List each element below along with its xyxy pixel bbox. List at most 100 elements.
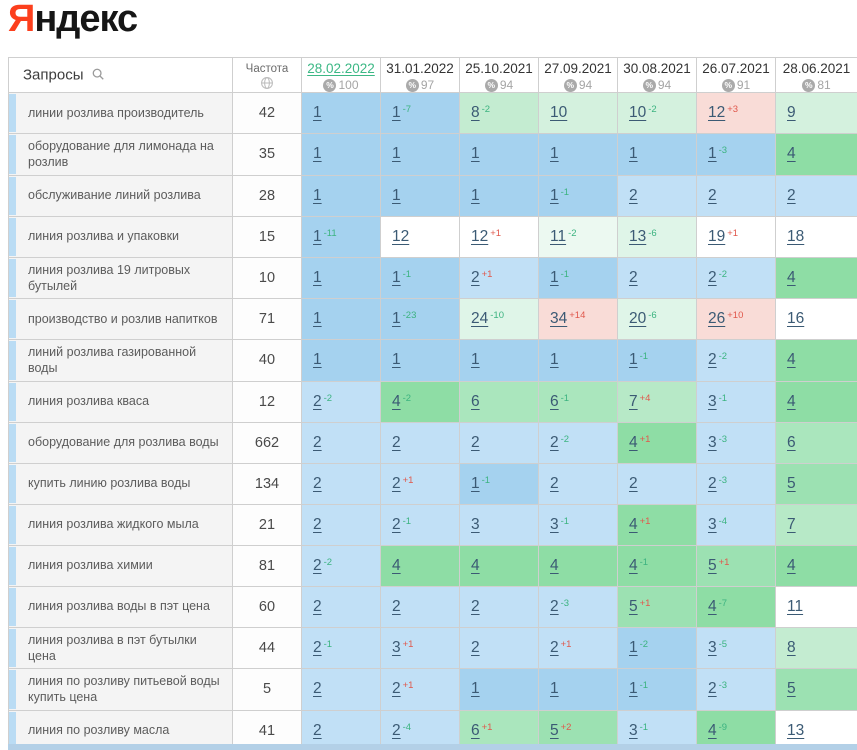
position-link[interactable]: 4 bbox=[787, 392, 796, 410]
position-link[interactable]: 4 bbox=[629, 515, 638, 533]
position-link[interactable]: 2 bbox=[471, 597, 480, 615]
query-cell[interactable]: производство и розлив напитков bbox=[8, 298, 233, 340]
position-link[interactable]: 1 bbox=[392, 310, 401, 327]
position-link[interactable]: 4 bbox=[471, 556, 480, 574]
position-link[interactable]: 4 bbox=[787, 268, 796, 286]
position-link[interactable]: 1 bbox=[471, 680, 480, 698]
position-link[interactable]: 9 bbox=[787, 104, 796, 121]
position-link[interactable]: 2 bbox=[392, 721, 401, 739]
position-link[interactable]: 1 bbox=[550, 351, 559, 369]
position-link[interactable]: 1 bbox=[550, 145, 559, 163]
position-link[interactable]: 6 bbox=[471, 392, 480, 410]
query-cell[interactable]: линия розлива жидкого мыла bbox=[8, 503, 233, 546]
position-link[interactable]: 1 bbox=[313, 227, 322, 245]
position-link[interactable]: 1 bbox=[313, 145, 322, 163]
position-link[interactable]: 2 bbox=[313, 721, 322, 739]
position-link[interactable]: 1 bbox=[392, 351, 401, 369]
position-link[interactable]: 1 bbox=[313, 351, 322, 369]
position-link[interactable]: 1 bbox=[313, 268, 322, 286]
position-link[interactable]: 2 bbox=[313, 392, 322, 410]
query-cell[interactable]: оборудование для лимонада на розлив bbox=[8, 133, 233, 176]
position-link[interactable]: 2 bbox=[471, 638, 480, 656]
position-link[interactable]: 7 bbox=[787, 515, 796, 533]
position-link[interactable]: 2 bbox=[550, 638, 559, 656]
position-link[interactable]: 1 bbox=[629, 680, 638, 698]
date-link[interactable]: 25.10.2021 bbox=[465, 61, 533, 77]
position-link[interactable]: 2 bbox=[708, 351, 717, 369]
position-link[interactable]: 4 bbox=[708, 721, 717, 739]
position-link[interactable]: 2 bbox=[471, 433, 480, 451]
position-link[interactable]: 2 bbox=[787, 186, 796, 204]
position-link[interactable]: 2 bbox=[313, 556, 322, 574]
query-cell[interactable]: линия розлива 19 литровых бутылей bbox=[8, 256, 233, 299]
position-link[interactable]: 3 bbox=[708, 515, 717, 533]
position-link[interactable]: 6 bbox=[471, 721, 480, 739]
position-link[interactable]: 1 bbox=[629, 145, 638, 163]
position-link[interactable]: 2 bbox=[629, 474, 638, 492]
position-link[interactable]: 10 bbox=[550, 104, 568, 121]
query-cell[interactable]: линия розлива воды в пэт цена bbox=[8, 585, 233, 628]
position-link[interactable]: 13 bbox=[787, 721, 805, 739]
position-link[interactable]: 4 bbox=[629, 556, 638, 574]
position-link[interactable]: 1 bbox=[629, 351, 638, 369]
date-link[interactable]: 31.01.2022 bbox=[386, 61, 454, 77]
position-link[interactable]: 12 bbox=[392, 227, 410, 245]
date-link[interactable]: 28.02.2022 bbox=[307, 61, 375, 77]
position-link[interactable]: 3 bbox=[708, 433, 717, 451]
position-link[interactable]: 2 bbox=[313, 474, 322, 492]
position-link[interactable]: 2 bbox=[550, 474, 559, 492]
search-icon[interactable] bbox=[91, 67, 105, 81]
position-link[interactable]: 26 bbox=[708, 310, 726, 327]
position-link[interactable]: 1 bbox=[629, 638, 638, 656]
position-link[interactable]: 1 bbox=[550, 268, 559, 286]
position-link[interactable]: 2 bbox=[629, 186, 638, 204]
position-link[interactable]: 18 bbox=[787, 227, 805, 245]
position-link[interactable]: 4 bbox=[629, 433, 638, 451]
query-cell[interactable]: купить линию розлива воды bbox=[8, 462, 233, 505]
position-link[interactable]: 1 bbox=[471, 145, 480, 163]
position-link[interactable]: 1 bbox=[471, 351, 480, 369]
position-link[interactable]: 5 bbox=[787, 474, 796, 492]
position-link[interactable]: 10 bbox=[629, 104, 647, 121]
position-link[interactable]: 2 bbox=[392, 515, 401, 533]
position-link[interactable]: 2 bbox=[313, 638, 322, 656]
position-link[interactable]: 4 bbox=[550, 556, 559, 574]
query-cell[interactable]: линий розлива газированной воды bbox=[8, 339, 233, 382]
position-link[interactable]: 2 bbox=[392, 433, 401, 451]
position-link[interactable]: 34 bbox=[550, 310, 568, 327]
position-link[interactable]: 2 bbox=[313, 680, 322, 698]
position-link[interactable]: 4 bbox=[708, 597, 717, 615]
position-link[interactable]: 7 bbox=[629, 392, 638, 410]
position-link[interactable]: 6 bbox=[550, 392, 559, 410]
position-link[interactable]: 2 bbox=[708, 268, 717, 286]
position-link[interactable]: 2 bbox=[392, 680, 401, 698]
position-link[interactable]: 5 bbox=[629, 597, 638, 615]
date-link[interactable]: 28.06.2021 bbox=[782, 61, 851, 77]
position-link[interactable]: 11 bbox=[550, 227, 567, 245]
position-link[interactable]: 3 bbox=[471, 515, 480, 533]
position-link[interactable]: 19 bbox=[708, 227, 726, 245]
position-link[interactable]: 1 bbox=[313, 186, 322, 204]
query-cell[interactable]: линия по розливу питьевой воды купить це… bbox=[8, 668, 233, 711]
position-link[interactable]: 2 bbox=[392, 597, 401, 615]
position-link[interactable]: 2 bbox=[708, 186, 717, 204]
position-link[interactable]: 3 bbox=[550, 515, 559, 533]
position-link[interactable]: 5 bbox=[550, 721, 559, 739]
position-link[interactable]: 4 bbox=[787, 145, 796, 163]
position-link[interactable]: 8 bbox=[787, 638, 796, 656]
position-link[interactable]: 1 bbox=[471, 474, 480, 492]
position-link[interactable]: 6 bbox=[787, 433, 796, 451]
query-cell[interactable]: линия по розливу масла bbox=[8, 709, 233, 750]
position-link[interactable]: 12 bbox=[471, 227, 489, 245]
position-link[interactable]: 3 bbox=[708, 638, 717, 656]
position-link[interactable]: 2 bbox=[471, 268, 480, 286]
query-cell[interactable]: оборудование для розлива воды bbox=[8, 421, 233, 464]
position-link[interactable]: 2 bbox=[313, 597, 322, 615]
position-link[interactable]: 13 bbox=[629, 227, 647, 245]
position-link[interactable]: 8 bbox=[471, 104, 480, 121]
position-link[interactable]: 1 bbox=[550, 186, 559, 204]
position-link[interactable]: 11 bbox=[787, 597, 804, 615]
position-link[interactable]: 1 bbox=[392, 145, 401, 163]
date-link[interactable]: 26.07.2021 bbox=[702, 61, 770, 77]
position-link[interactable]: 2 bbox=[313, 433, 322, 451]
